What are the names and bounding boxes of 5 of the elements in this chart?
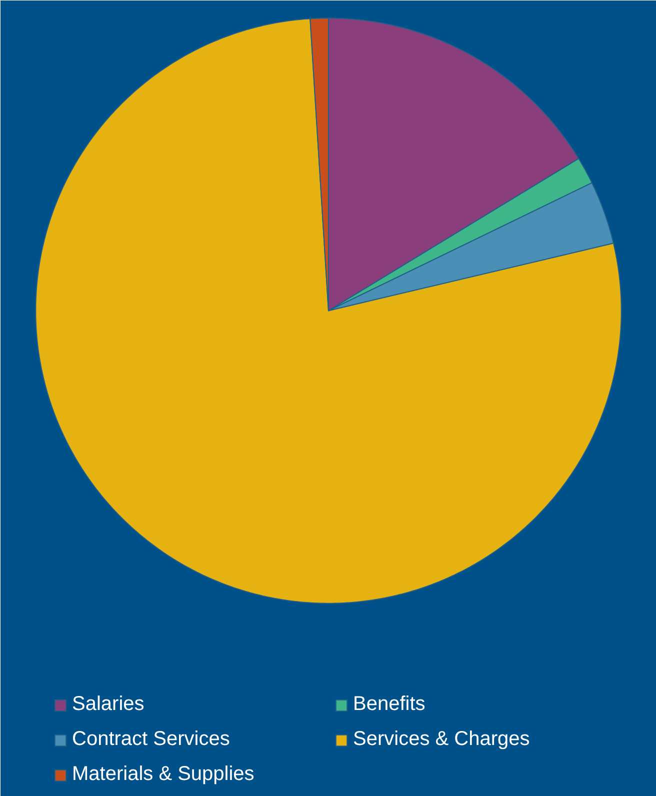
legend-label: Materials & Supplies [72, 763, 256, 786]
legend-label: Salaries [72, 693, 146, 716]
legend-label: Contract Services [72, 728, 231, 751]
legend-label: Services & Charges [353, 728, 531, 751]
legend-label: Benefits [353, 693, 426, 716]
